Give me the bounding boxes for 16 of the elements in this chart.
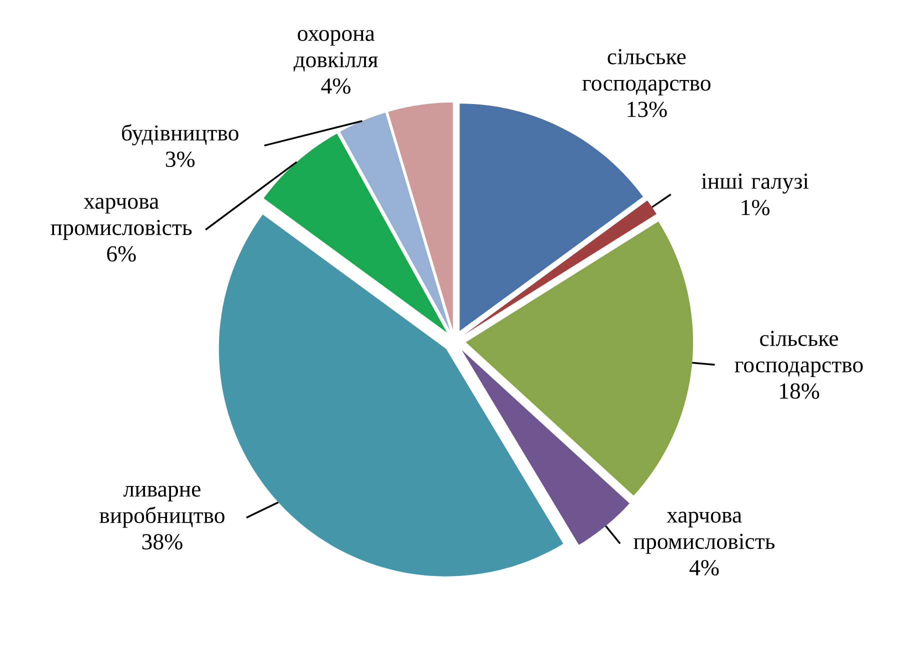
data-label: 4% — [690, 560, 719, 576]
slice-label: ливарне виробництво — [100, 486, 224, 528]
slice-label: сільське господарство — [734, 330, 863, 378]
data-label: 3% — [166, 152, 195, 168]
slice-label: сільське господарство — [582, 49, 710, 96]
data-label: 4% — [321, 78, 350, 94]
data-label: 1% — [742, 200, 770, 216]
slice-label: охорона довкілля — [294, 30, 378, 72]
slice-label: інші галузі — [702, 174, 809, 194]
data-label: 6% — [107, 246, 136, 262]
slice-label: будівництво — [122, 124, 238, 146]
data-label: 13% — [628, 102, 667, 118]
slice-label: харчова промисловість — [50, 198, 192, 240]
slice-label: харчова промисловість — [634, 512, 775, 554]
data-label: 38% — [142, 534, 182, 550]
data-label: 18% — [780, 383, 820, 399]
